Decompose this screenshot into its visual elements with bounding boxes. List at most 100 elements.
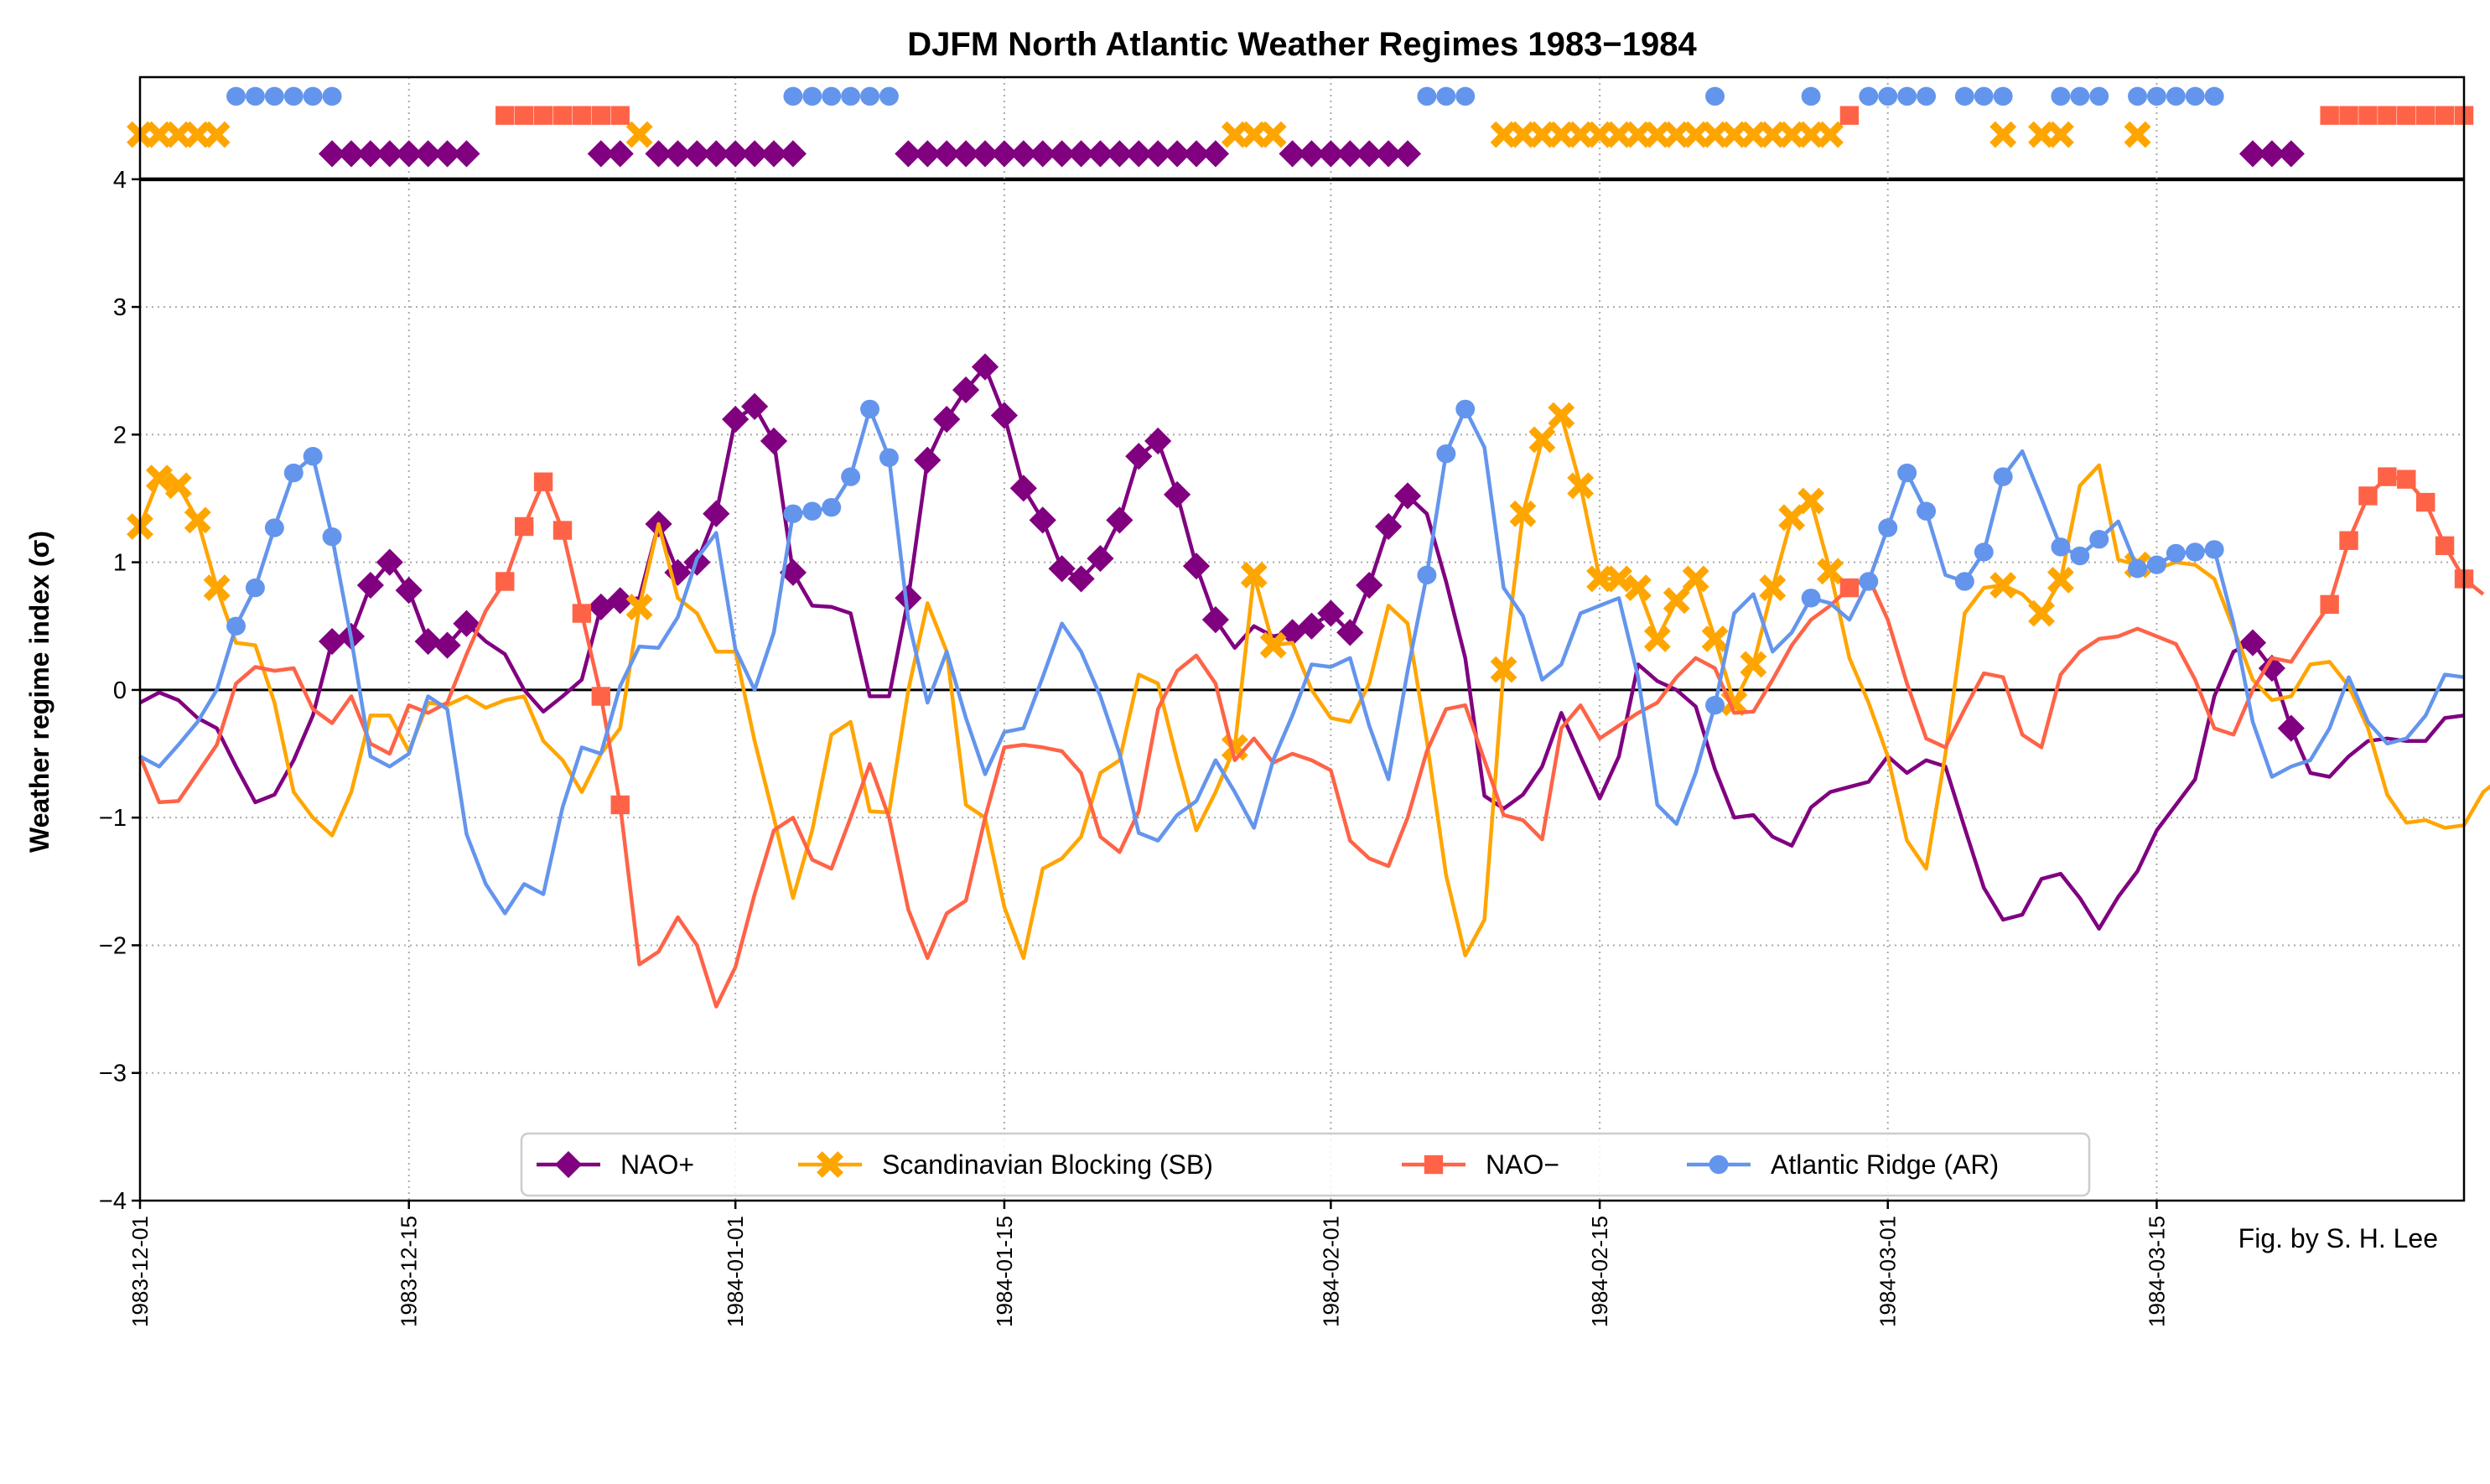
strip-marker-ar [264, 86, 284, 106]
strip-marker-naop [414, 140, 442, 168]
strip-marker-ar [226, 86, 246, 106]
strip-marker-naop [971, 140, 999, 168]
strip-marker-naop [356, 140, 385, 168]
strip-marker-naop [664, 140, 692, 168]
strip-marker-sb [2046, 121, 2074, 148]
strip-marker-naop [2258, 140, 2286, 168]
strip-marker-ar [283, 86, 303, 106]
strip-marker-naop [1067, 140, 1095, 168]
x-marker-stroke [203, 574, 231, 602]
strip-marker-naom [2378, 106, 2397, 125]
y-tick-label: −4 [99, 1188, 127, 1215]
legend: NAO+ Scandinavian Blocking (SB) NAO− Atlant… [520, 1132, 2091, 1197]
data-point-naop [990, 402, 1019, 429]
data-point-ar [2051, 537, 2071, 557]
strip-marker-naop [1356, 140, 1383, 168]
x-marker-stroke [1528, 426, 1556, 454]
data-point-naop [318, 627, 346, 656]
x-tick-label: 1984-01-01 [723, 1216, 748, 1327]
x-tick-label: 1984-03-01 [1875, 1216, 1901, 1327]
data-point-sb [625, 594, 653, 620]
data-point-ar [1705, 695, 1725, 715]
data-point-sb [1490, 656, 1517, 683]
data-point-sb [1682, 565, 1709, 593]
data-point-ar [2166, 543, 2186, 563]
strip-marker-ar [1436, 86, 1456, 106]
data-point-sb [1663, 587, 1690, 615]
data-point-naom [2339, 531, 2358, 550]
strip-marker-ar [841, 86, 861, 106]
strip-marker-naop [952, 140, 980, 168]
x-marker-stroke [1817, 121, 1844, 148]
strip-row-ar [226, 86, 2224, 106]
data-point-naop [1009, 475, 1037, 502]
data-point-naom [591, 687, 611, 706]
data-point-naom [2320, 594, 2339, 615]
data-point-naom [533, 472, 553, 491]
strip-marker-naop [395, 140, 423, 168]
data-point-naom [610, 795, 630, 815]
legend-marker-naom [1424, 1155, 1444, 1175]
strip-marker-naom [2339, 106, 2358, 125]
legend-box [520, 1132, 2091, 1197]
data-point-naop [760, 427, 788, 455]
strip-row-naop [318, 140, 2305, 168]
data-point-naom [552, 521, 573, 540]
x-marker-stroke [164, 472, 192, 500]
data-point-sb [1643, 625, 1671, 652]
data-point-naop [433, 631, 461, 659]
data-point-naom [572, 604, 592, 623]
x-marker-stroke [2046, 567, 2074, 594]
data-point-naop [395, 577, 423, 604]
y-axis-ticks: −4 −3 −2 −1 0 1 2 3 4 [99, 167, 140, 1215]
x-marker-stroke [184, 506, 211, 534]
x-marker-stroke [1989, 572, 2017, 599]
data-point-naop [1067, 565, 1095, 593]
strip-marker-naom [591, 106, 611, 125]
data-point-ar [879, 448, 899, 467]
strip-marker-ar [1917, 86, 1937, 106]
series-ar [138, 399, 2465, 916]
x-marker-stroke [1606, 565, 1632, 593]
strip-marker-ar [1897, 86, 1917, 106]
x-marker-stroke [203, 121, 231, 148]
data-point-naop [1048, 555, 1076, 583]
data-point-ar [1417, 565, 1437, 585]
series-naom [137, 467, 2485, 1009]
data-point-naom [2435, 536, 2455, 556]
data-point-sb [2046, 567, 2074, 594]
data-point-naop [453, 610, 480, 637]
data-point-naop [740, 392, 769, 420]
x-marker-stroke [1509, 500, 1537, 527]
strip-marker-ar [2070, 86, 2090, 106]
strip-marker-naop [914, 140, 942, 168]
data-point-sb [1989, 572, 2017, 599]
data-point-naop [1393, 482, 1422, 510]
strip-marker-naom [514, 106, 534, 125]
strip-marker-ar [1974, 86, 1994, 106]
x-marker-stroke [1759, 574, 1787, 602]
data-point-naop [1201, 606, 1230, 634]
x-marker-stroke [1490, 656, 1517, 683]
x-marker-stroke [625, 594, 653, 620]
x-marker-stroke [1817, 558, 1844, 585]
strip-marker-naop [2277, 140, 2305, 168]
data-point-naop [606, 587, 634, 615]
strip-marker-naop [703, 140, 730, 168]
x-marker-stroke [1643, 625, 1671, 652]
strip-marker-naom [2320, 106, 2339, 125]
strip-marker-ar [245, 86, 265, 106]
data-point-naop [2277, 714, 2305, 742]
data-point-ar [1859, 572, 1879, 591]
data-point-naom [2358, 486, 2378, 506]
strip-marker-naop [895, 140, 922, 168]
legend-item-sb: Scandinavian Blocking (SB) [798, 1149, 1213, 1180]
strip-marker-naom [552, 106, 573, 125]
data-point-naom [2397, 470, 2416, 489]
strip-marker-naop [1163, 140, 1191, 168]
data-point-ar [860, 399, 880, 419]
data-point-ar [802, 501, 822, 521]
strip-marker-naop [1048, 140, 1076, 168]
data-point-naom [495, 572, 515, 591]
strip-marker-sb [1989, 121, 2017, 148]
